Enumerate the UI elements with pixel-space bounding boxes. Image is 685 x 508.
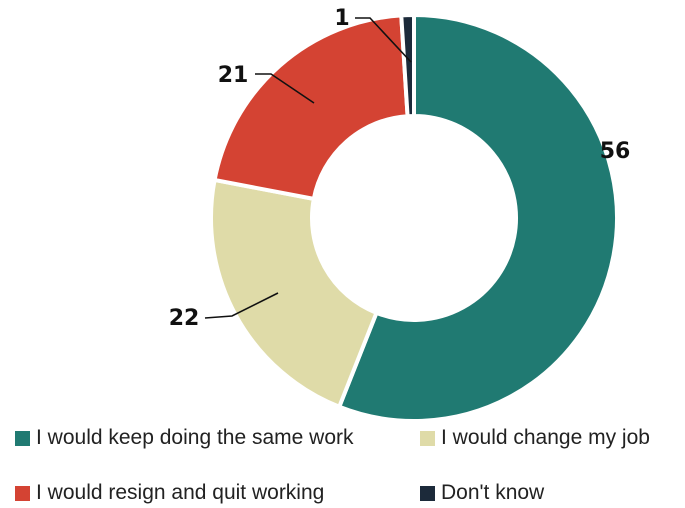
slice-labels: 56 22 21 1 bbox=[169, 6, 631, 331]
data-label-resign: 21 bbox=[218, 63, 249, 88]
leader-line-resign bbox=[255, 73, 315, 104]
legend-label-keep-same-work: I would keep doing the same work bbox=[36, 426, 354, 449]
donut-chart: 56 22 21 1 bbox=[169, 6, 631, 420]
data-label-keep-same-work: 56 bbox=[600, 139, 631, 164]
legend-item-change-job: I would change my job bbox=[420, 426, 650, 450]
slice-dont-know bbox=[399, 13, 416, 119]
donut-slices bbox=[209, 13, 619, 420]
legend-item-dont-know: Don't know bbox=[420, 481, 544, 505]
legend-swatch-resign bbox=[15, 485, 30, 501]
leader-line-change-job bbox=[204, 292, 279, 319]
slice-keep-same-work bbox=[337, 13, 619, 420]
legend-item-resign: I would resign and quit working bbox=[15, 481, 324, 505]
slice-resign bbox=[212, 13, 410, 201]
legend-label-dont-know: Don't know bbox=[441, 481, 545, 504]
slice-change-job bbox=[209, 177, 379, 409]
legend-swatch-dont-know bbox=[420, 485, 435, 501]
legend-label-change-job: I would change my job bbox=[441, 426, 650, 449]
legend-swatch-change-job bbox=[420, 430, 435, 446]
data-label-dont-know: 1 bbox=[334, 6, 349, 31]
leader-line-dont-know bbox=[355, 17, 412, 63]
data-label-change-job: 22 bbox=[169, 306, 200, 331]
legend-item-keep-same-work: I would keep doing the same work bbox=[15, 426, 354, 450]
legend-swatch-keep-same-work bbox=[15, 430, 30, 446]
legend-label-resign: I would resign and quit working bbox=[36, 481, 325, 504]
